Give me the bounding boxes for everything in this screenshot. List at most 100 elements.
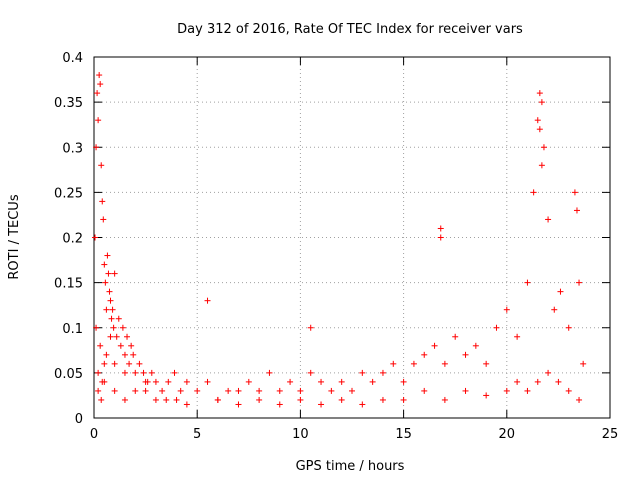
data-point [571,189,578,196]
data-point [165,378,172,385]
x-tick-label: 0 [90,427,98,442]
data-point [503,387,510,394]
data-point [359,401,366,408]
y-tick-label: 0.15 [54,277,83,292]
data-point [369,378,376,385]
y-tick-label: 0.2 [62,232,83,247]
data-point [514,333,521,340]
data-point [109,306,116,313]
data-point [421,387,428,394]
data-point [98,396,105,403]
data-point [214,396,221,403]
data-point [534,117,541,124]
data-point [483,360,490,367]
data-point [121,351,128,358]
x-tick-label: 20 [499,427,516,442]
data-point [102,279,109,286]
data-point [92,234,99,241]
y-tick-label: 0.25 [54,186,83,201]
data-point [524,387,531,394]
data-point [551,306,558,313]
data-point [194,387,201,394]
data-point [576,396,583,403]
data-point [287,378,294,385]
data-point [204,297,211,304]
data-point [115,315,122,322]
data-point [108,315,115,322]
data-point [235,401,242,408]
data-point [349,387,355,394]
data-point [159,387,166,394]
data-point [297,387,304,394]
data-point [101,360,108,367]
data-point [338,378,345,385]
data-point [557,288,564,295]
data-point [99,198,106,205]
data-point [580,360,587,367]
data-point [98,162,105,169]
data-point [132,387,139,394]
data-point [183,378,190,385]
data-point [95,369,102,376]
data-point [204,378,211,385]
data-point [359,369,366,376]
data-point [107,297,114,304]
x-tick-label: 15 [395,427,412,442]
data-point [119,324,126,331]
data-point [152,378,159,385]
data-point [534,378,541,385]
data-point [536,126,543,133]
data-point [113,333,120,340]
data-point [514,378,521,385]
data-point [483,392,490,399]
y-tick-label: 0.4 [62,51,83,66]
data-points [92,72,587,408]
data-point [493,324,500,331]
y-tick-labels: 0 0.05 0.1 0.15 0.2 0.25 0.3 0.35 0.4 [54,51,83,427]
data-point [437,225,444,232]
y-tick-label: 0 [75,412,83,427]
data-point [128,342,135,349]
data-point [307,369,314,376]
data-point [142,387,149,394]
x-tick-label: 10 [292,427,309,442]
data-point [441,396,448,403]
data-point [105,270,112,277]
data-point [540,144,547,151]
x-axis-label: GPS time / hours [296,459,405,474]
data-point [576,279,583,286]
data-point [163,396,170,403]
data-point [235,387,242,394]
data-point [462,387,469,394]
data-point [307,324,314,331]
y-tick-label: 0.05 [54,367,83,382]
data-point [256,396,263,403]
y-axis-label: ROTI / TECUs [7,194,22,279]
data-point [318,378,325,385]
data-point [152,396,159,403]
data-point [276,387,283,394]
data-point [536,90,543,97]
data-point [101,378,108,385]
y-tick-label: 0.3 [62,141,83,156]
data-point [121,369,128,376]
data-point [103,306,110,313]
data-point [256,387,263,394]
data-point [225,387,232,394]
data-point [95,387,102,394]
data-point [538,99,545,106]
data-point [111,387,118,394]
data-point [276,401,283,408]
data-point [95,117,102,124]
data-point [503,306,510,313]
y-tick-label: 0.1 [62,322,83,337]
data-point [97,342,104,349]
data-point [452,333,459,340]
data-point [117,342,124,349]
data-point [136,360,143,367]
data-point [94,90,101,97]
data-point [565,324,572,331]
data-point [565,387,572,394]
x-tick-label: 5 [193,427,201,442]
